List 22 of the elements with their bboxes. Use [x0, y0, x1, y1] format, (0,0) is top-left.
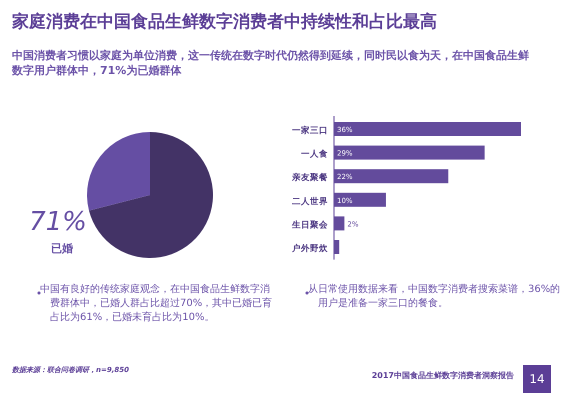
pie-slice [88, 132, 213, 258]
y-tick-label: 一家三口 [292, 125, 328, 136]
slice-label: 已婚 [51, 242, 73, 255]
text: 14 [523, 365, 551, 393]
y-tick-label: 生日聚会 [291, 219, 329, 230]
y-tick-label: 二人世界 [292, 196, 328, 207]
bar [334, 216, 344, 230]
y-tick-label: 户外野炊 [291, 243, 329, 254]
bar [334, 146, 485, 160]
bar [334, 192, 386, 207]
bar [334, 240, 340, 254]
text: 从日常使用数据来看，中国数字消费者搜索菜谱，36%的用户是准备一家三口的餐食。 [307, 283, 562, 311]
chart-title: 家庭消费在中国食品生鲜数字消费者中持续性和占比最高 [12, 11, 437, 33]
y-tick-label: 一人食 [301, 148, 328, 160]
pie-slice [87, 132, 150, 211]
text: 中国消费者习惯以家庭为单位消费，这一传统在数字时代仍然得到延续，同时民以食为天，在中国食品生鲜数字用户群体中，71%为已婚群体 [12, 48, 530, 78]
bar [334, 122, 521, 136]
text: 2017中国食品生鲜数字消费者洞察报告 [372, 370, 514, 381]
y-tick-label: 亲友聚餐 [291, 172, 328, 184]
bar [334, 169, 448, 184]
data-label: 71% [29, 207, 87, 237]
text: 中国有良好的传统家庭观念，在中国食品生鲜数字消费群体中，已婚人群占比超过70%，其中已婚已育占比为61%，已婚未育占比为10%。 [39, 283, 274, 325]
